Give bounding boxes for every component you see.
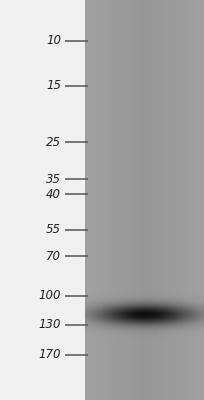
- Text: 35: 35: [46, 173, 61, 186]
- Text: 55: 55: [46, 223, 61, 236]
- Text: 130: 130: [39, 318, 61, 331]
- Text: 100: 100: [39, 289, 61, 302]
- Text: 10: 10: [46, 34, 61, 47]
- Text: 25: 25: [46, 136, 61, 149]
- Text: 70: 70: [46, 250, 61, 263]
- Text: 170: 170: [39, 348, 61, 361]
- Text: 40: 40: [46, 188, 61, 201]
- Text: 15: 15: [46, 79, 61, 92]
